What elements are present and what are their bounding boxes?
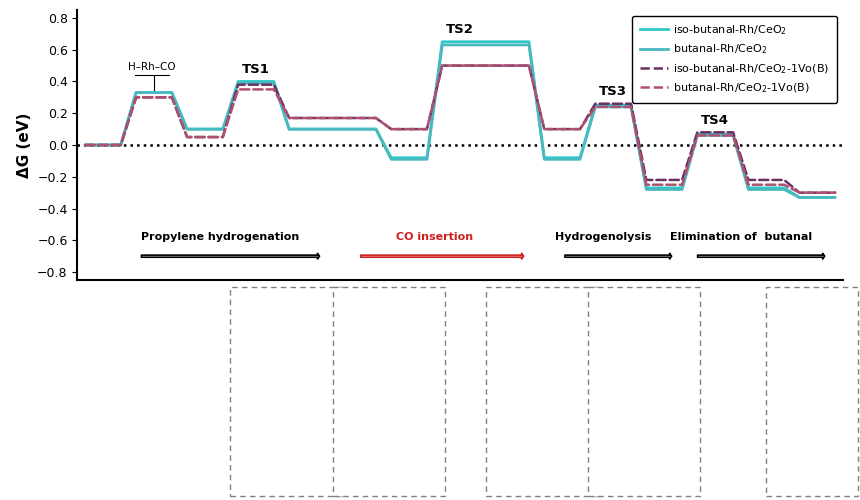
- butanal-Rh/CeO$_2$: [437, 42, 447, 48]
- iso-butanal-Rh/CeO$_2$-1Vo(B): [728, 130, 738, 136]
- butanal-Rh/CeO$_2$: [268, 80, 279, 86]
- butanal-Rh/CeO$_2$: [779, 186, 789, 192]
- butanal-Rh/CeO$_2$-1Vo(B): [80, 142, 90, 148]
- FancyBboxPatch shape: [766, 286, 858, 496]
- iso-butanal-Rh/CeO$_2$: [642, 185, 652, 191]
- Text: TS4: TS4: [701, 114, 729, 126]
- Text: Hydrogenolysis: Hydrogenolysis: [555, 232, 651, 242]
- butanal-Rh/CeO$_2$: [728, 132, 738, 138]
- butanal-Rh/CeO$_2$: [795, 194, 805, 200]
- iso-butanal-Rh/CeO$_2$: [268, 78, 279, 84]
- iso-butanal-Rh/CeO$_2$-1Vo(B): [80, 142, 90, 148]
- butanal-Rh/CeO$_2$: [830, 194, 840, 200]
- butanal-Rh/CeO$_2$: [590, 104, 600, 110]
- Text: CO insertion: CO insertion: [396, 232, 473, 242]
- butanal-Rh/CeO$_2$: [642, 186, 652, 192]
- butanal-Rh/CeO$_2$-1Vo(B): [268, 86, 279, 92]
- butanal-Rh/CeO$_2$: [268, 80, 279, 86]
- Text: TS3: TS3: [599, 85, 627, 98]
- iso-butanal-Rh/CeO$_2$-1Vo(B): [795, 190, 805, 196]
- butanal-Rh/CeO$_2$: [80, 142, 90, 148]
- Text: H–Rh–CO: H–Rh–CO: [127, 62, 175, 72]
- iso-butanal-Rh/CeO$_2$-1Vo(B): [590, 100, 600, 106]
- FancyBboxPatch shape: [230, 286, 343, 496]
- butanal-Rh/CeO$_2$-1Vo(B): [590, 104, 600, 110]
- iso-butanal-Rh/CeO$_2$-1Vo(B): [268, 82, 279, 87]
- Legend: iso-butanal-Rh/CeO$_2$, butanal-Rh/CeO$_2$, iso-butanal-Rh/CeO$_2$-1Vo(B), butan: iso-butanal-Rh/CeO$_2$, butanal-Rh/CeO$_…: [632, 16, 838, 102]
- iso-butanal-Rh/CeO$_2$: [437, 39, 447, 45]
- Text: TS1: TS1: [242, 63, 270, 76]
- iso-butanal-Rh/CeO$_2$-1Vo(B): [830, 190, 840, 196]
- butanal-Rh/CeO$_2$-1Vo(B): [642, 182, 652, 188]
- butanal-Rh/CeO$_2$-1Vo(B): [830, 190, 840, 196]
- Line: butanal-Rh/CeO$_2$-1Vo(B): butanal-Rh/CeO$_2$-1Vo(B): [85, 66, 835, 192]
- iso-butanal-Rh/CeO$_2$: [830, 194, 840, 200]
- iso-butanal-Rh/CeO$_2$-1Vo(B): [268, 82, 279, 87]
- Text: Elimination of  butanal: Elimination of butanal: [670, 232, 812, 242]
- Line: butanal-Rh/CeO$_2$: butanal-Rh/CeO$_2$: [85, 45, 835, 198]
- iso-butanal-Rh/CeO$_2$: [80, 142, 90, 148]
- butanal-Rh/CeO$_2$-1Vo(B): [779, 182, 789, 188]
- Y-axis label: ΔG (eV): ΔG (eV): [16, 112, 32, 178]
- FancyBboxPatch shape: [486, 286, 598, 496]
- iso-butanal-Rh/CeO$_2$: [779, 185, 789, 191]
- FancyBboxPatch shape: [333, 286, 445, 496]
- butanal-Rh/CeO$_2$-1Vo(B): [268, 86, 279, 92]
- iso-butanal-Rh/CeO$_2$-1Vo(B): [779, 177, 789, 183]
- iso-butanal-Rh/CeO$_2$-1Vo(B): [642, 177, 652, 183]
- iso-butanal-Rh/CeO$_2$: [728, 131, 738, 137]
- iso-butanal-Rh/CeO$_2$-1Vo(B): [437, 62, 447, 68]
- butanal-Rh/CeO$_2$-1Vo(B): [728, 132, 738, 138]
- Text: TS2: TS2: [446, 23, 474, 36]
- iso-butanal-Rh/CeO$_2$: [795, 194, 805, 200]
- iso-butanal-Rh/CeO$_2$: [268, 78, 279, 84]
- butanal-Rh/CeO$_2$-1Vo(B): [437, 62, 447, 68]
- butanal-Rh/CeO$_2$-1Vo(B): [795, 190, 805, 196]
- iso-butanal-Rh/CeO$_2$: [590, 102, 600, 108]
- Line: iso-butanal-Rh/CeO$_2$: iso-butanal-Rh/CeO$_2$: [85, 42, 835, 198]
- Line: iso-butanal-Rh/CeO$_2$-1Vo(B): iso-butanal-Rh/CeO$_2$-1Vo(B): [85, 66, 835, 192]
- Text: Propylene hydrogenation: Propylene hydrogenation: [141, 232, 299, 242]
- FancyBboxPatch shape: [587, 286, 700, 496]
